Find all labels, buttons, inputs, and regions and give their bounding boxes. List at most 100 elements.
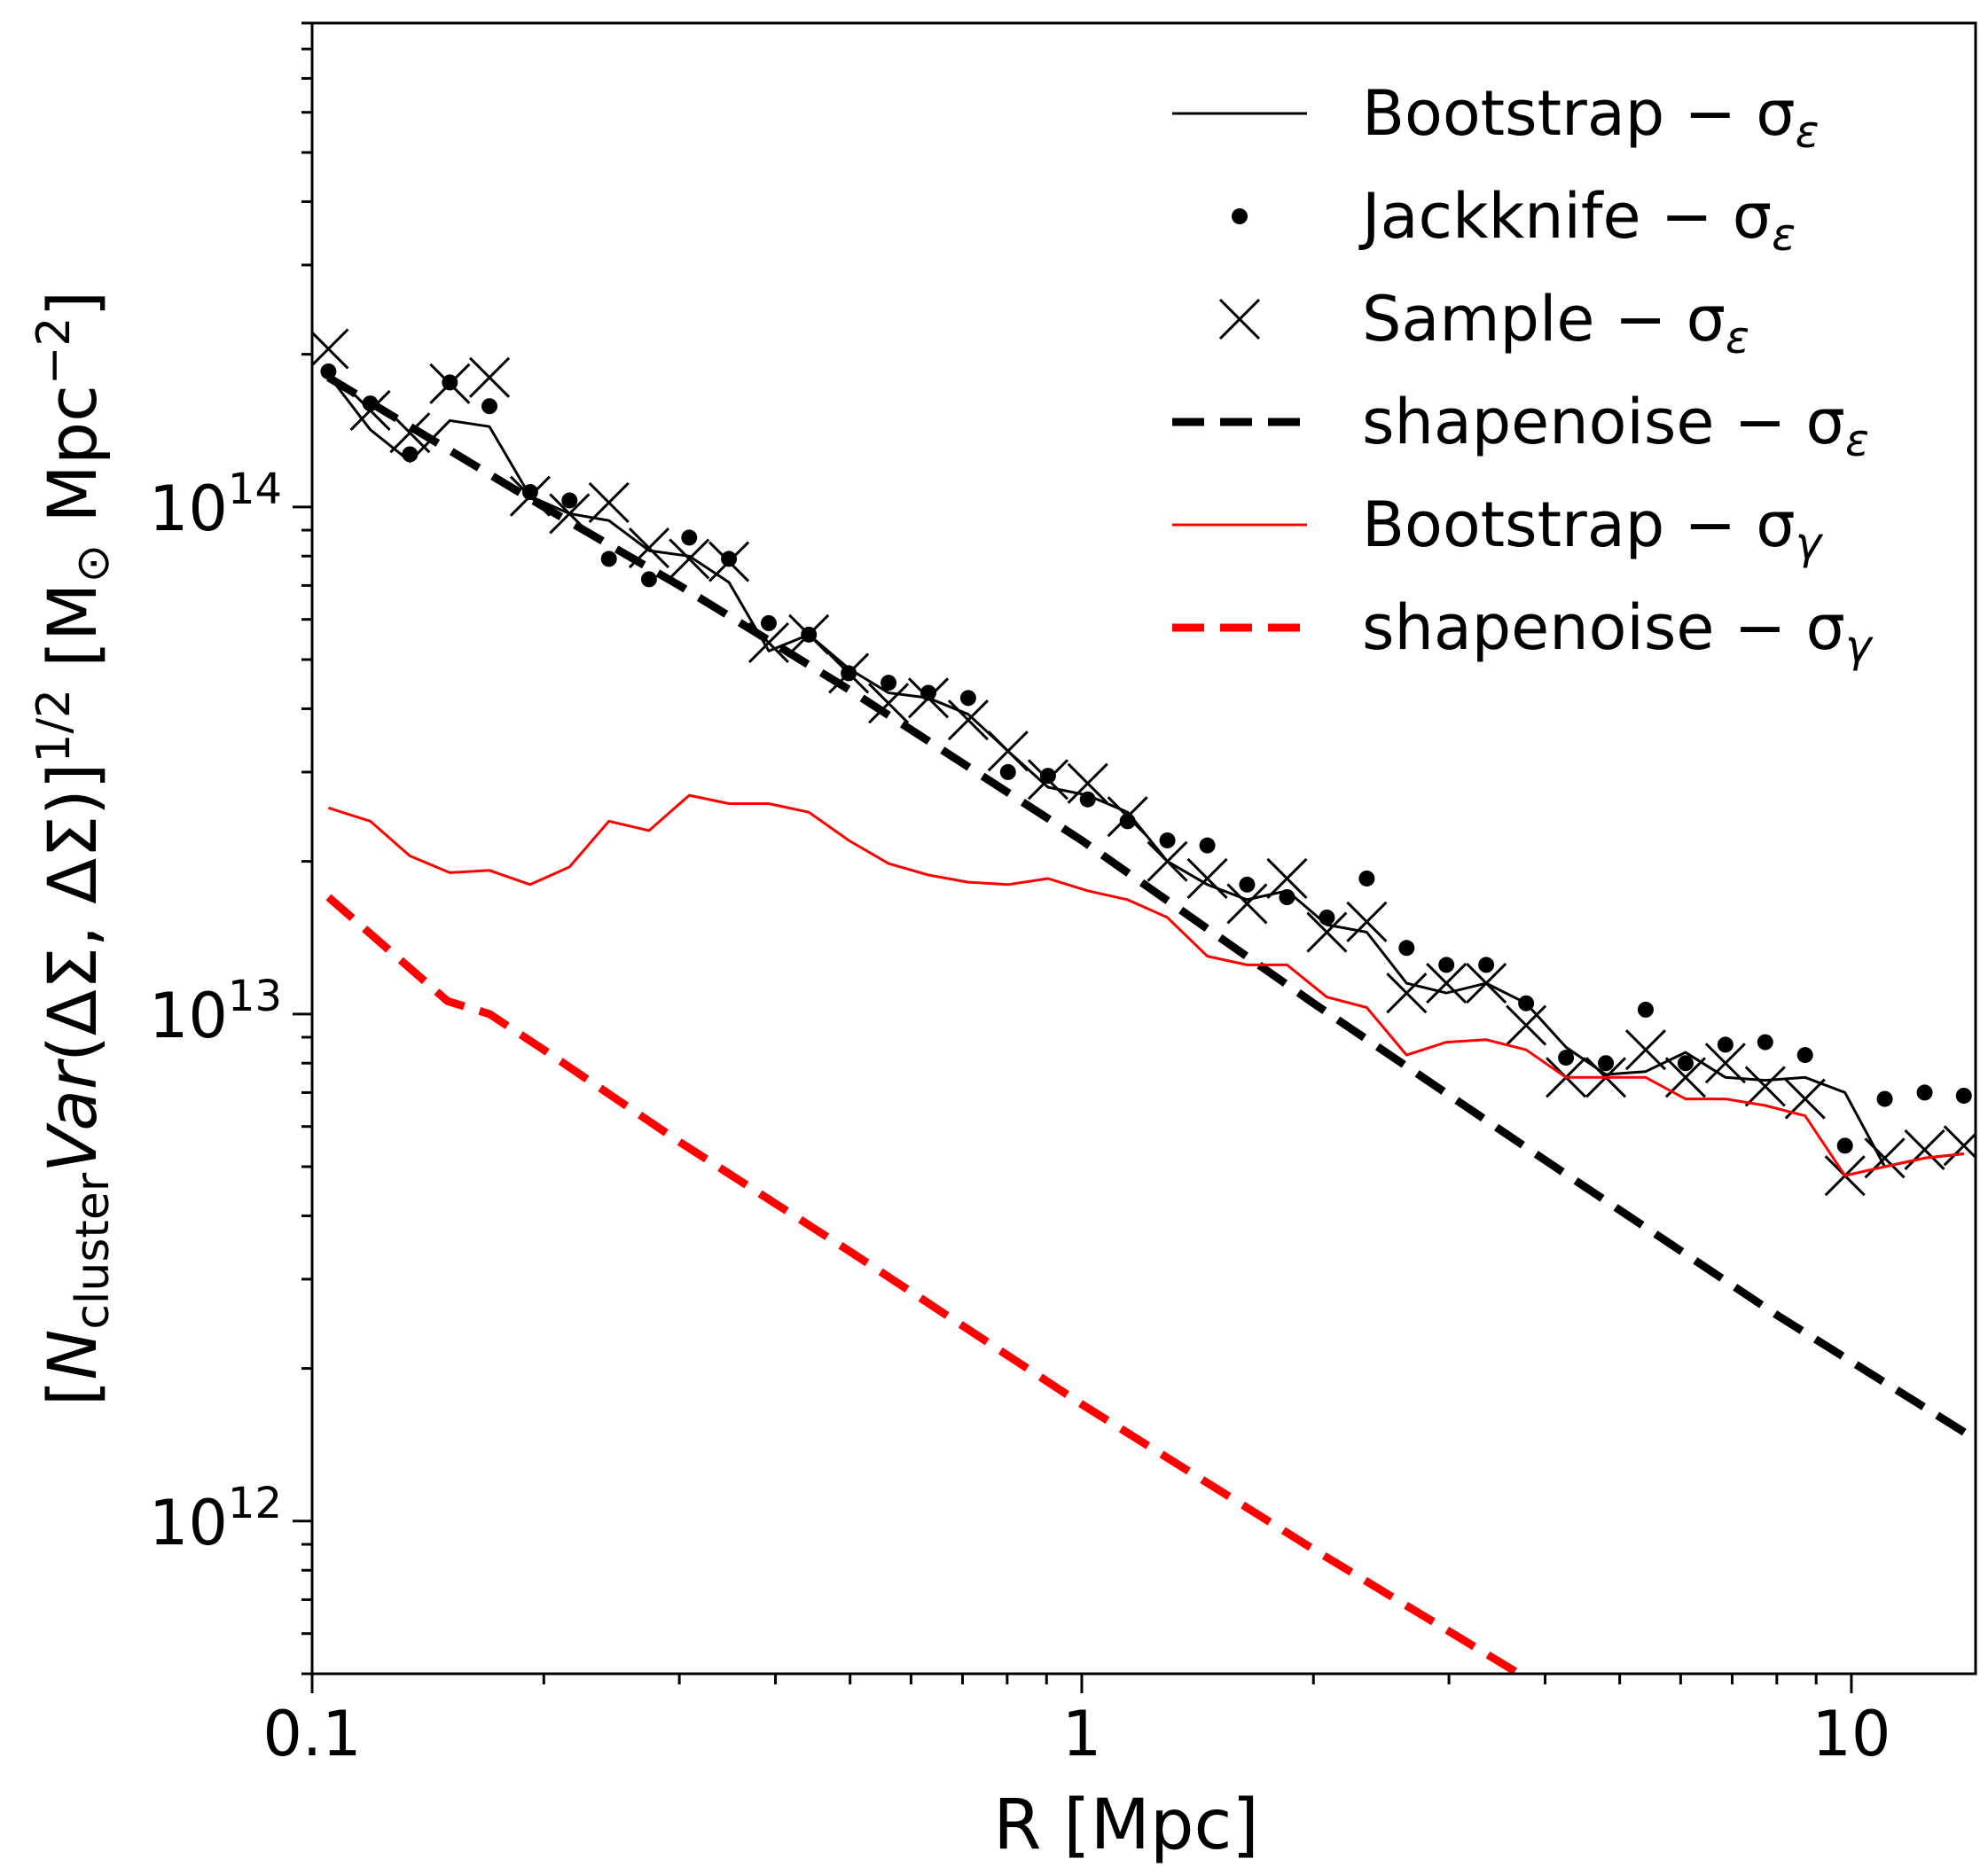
data-point-x: [1624, 1029, 1667, 1071]
x-tick-labels: 0.1 1 10: [262, 1698, 1890, 1770]
data-point-x: [669, 538, 710, 580]
legend-entry: Jackknife − σε: [1232, 180, 1796, 261]
legend-label-text: Jackknife − σ: [1358, 180, 1772, 253]
y-tick-base: 10: [149, 473, 228, 545]
series: [326, 373, 1976, 1443]
data-point-x: [1186, 857, 1228, 900]
y-label-var: Var: [33, 1058, 112, 1173]
legend-label: Bootstrap − σε: [1362, 77, 1820, 158]
data-point: [481, 398, 498, 415]
data-point: [1199, 837, 1216, 854]
x-tick-label: 1: [1062, 1698, 1102, 1770]
y-tick-label: 1013: [149, 972, 282, 1052]
data-point-x: [1506, 1004, 1547, 1046]
legend-handle: [1218, 298, 1261, 340]
data-point-x: [1704, 1043, 1746, 1084]
data-point: [1876, 1090, 1893, 1107]
data-point: [1598, 1055, 1615, 1072]
data-point-x: [1226, 883, 1268, 925]
x-axis-label: R [Mpc]: [993, 1785, 1259, 1865]
data-point: [1358, 870, 1375, 887]
data-point-x: [828, 652, 870, 694]
legend-label-text: Bootstrap − σ: [1362, 488, 1796, 561]
data-point-x: [468, 356, 511, 398]
data-point-x: [1067, 762, 1108, 804]
series: [327, 793, 1964, 1177]
data-point: [521, 484, 538, 501]
legend-label: Bootstrap − σγ: [1362, 488, 1824, 569]
y-tick-exponent: 12: [228, 1479, 282, 1528]
series-layer: [312, 328, 1976, 1674]
y-tick-exponent: 13: [228, 972, 282, 1021]
data-point: [1039, 768, 1056, 785]
data-point: [402, 446, 419, 463]
y-tick-base: 10: [149, 980, 228, 1052]
y-label-n: N: [33, 1330, 112, 1380]
data-point-x: [1466, 963, 1507, 1004]
data-point: [1558, 1050, 1575, 1066]
axis-ticks: [293, 21, 1853, 1693]
legend-entry: shapenoise − σγ: [1172, 591, 1874, 672]
series: [325, 894, 1522, 1674]
data-point-x: [1266, 857, 1308, 900]
data-point-x: [1147, 840, 1188, 882]
y-label-units2: Mpc: [33, 385, 112, 544]
legend-label-text: shapenoise − σ: [1362, 386, 1845, 458]
y-label-close: ]: [33, 763, 112, 790]
legend-label-subscript: γ: [1796, 518, 1824, 569]
y-tick-label: 1012: [149, 1479, 282, 1559]
y-label-power: 1/2: [27, 689, 81, 763]
series-line: [326, 373, 1976, 1443]
data-point-x: [708, 541, 750, 582]
data-point-x: [1664, 1057, 1706, 1098]
legend-label: shapenoise − σε: [1362, 386, 1869, 466]
data-point-x: [389, 412, 431, 454]
legend-entry: Bootstrap − σγ: [1172, 488, 1824, 569]
data-point-x: [1426, 963, 1468, 1004]
y-label-odot: ⊙: [67, 544, 120, 583]
data-point-x: [1027, 759, 1068, 801]
data-point: [1717, 1036, 1734, 1053]
data-point: [1239, 876, 1256, 893]
data-point: [1119, 813, 1136, 830]
y-label-n-sub: cluster: [67, 1172, 120, 1329]
data-point: [1796, 1047, 1813, 1064]
data-point: [1916, 1084, 1933, 1101]
data-point-x: [312, 328, 349, 370]
data-point: [959, 690, 976, 707]
data-point: [920, 684, 936, 701]
legend-label-subscript: ε: [1726, 312, 1749, 363]
data-point-x: [1943, 1125, 1976, 1167]
series-line: [327, 793, 1964, 1177]
data-point: [1159, 832, 1176, 848]
data-point: [721, 551, 738, 567]
data-point: [1518, 995, 1535, 1012]
data-point: [1836, 1137, 1853, 1154]
data-point: [760, 614, 777, 631]
legend-label-subscript: ε: [1845, 415, 1869, 466]
y-tick-exponent: 14: [228, 465, 282, 514]
data-point-x: [588, 481, 630, 523]
data-point-x: [868, 683, 910, 724]
data-point: [881, 675, 897, 691]
plot-frame: [310, 21, 1977, 1676]
y-label-units-power: −2: [27, 316, 81, 385]
data-point-x: [987, 730, 1029, 772]
y-label-args: (ΔΣ, ΔΣ): [33, 789, 112, 1062]
data-point: [999, 763, 1016, 780]
series-line: [327, 374, 1964, 1168]
data-point: [1677, 1055, 1694, 1072]
x-tick-label: 10: [1812, 1698, 1890, 1770]
data-point-x: [947, 699, 989, 741]
legend-label-subscript: ε: [1772, 209, 1796, 261]
legend-label-subscript: γ: [1845, 621, 1874, 672]
data-point: [681, 529, 698, 546]
y-axis-label: [NclusterVar(ΔΣ, ΔΣ)]1/2 [M⊙ Mpc−2]: [27, 291, 120, 1406]
data-point-x: [1346, 901, 1388, 942]
data-point: [1279, 889, 1295, 906]
y-label-units-close: ]: [33, 291, 112, 317]
y-tick-label: 1014: [149, 465, 282, 545]
data-point-x: [1386, 973, 1428, 1014]
